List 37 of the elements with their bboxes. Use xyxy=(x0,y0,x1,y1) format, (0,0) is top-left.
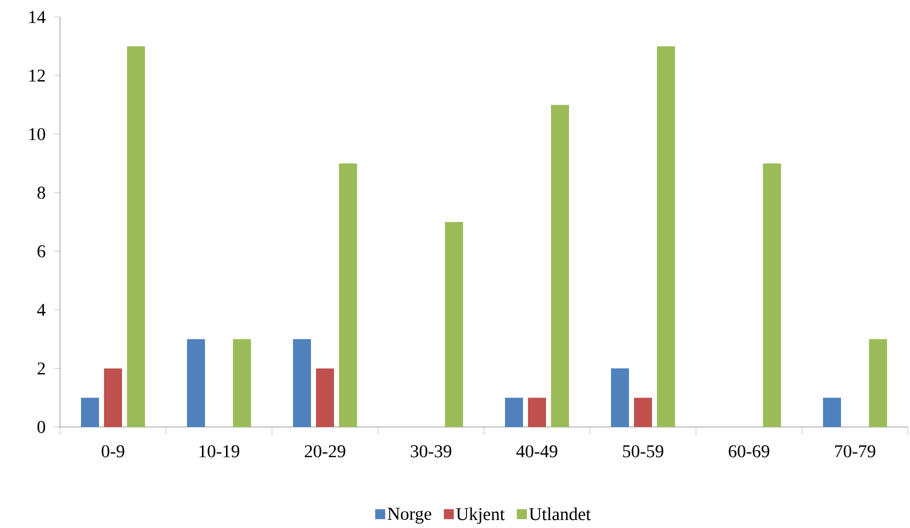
bar xyxy=(233,339,252,427)
bar xyxy=(634,398,652,427)
x-tick-label: 0-9 xyxy=(102,445,124,458)
bar xyxy=(528,398,546,427)
x-tick-label: 30-39 xyxy=(410,445,452,458)
y-tick-label: 12 xyxy=(29,70,45,82)
legend-label: Utlandet xyxy=(529,508,591,520)
x-tick-label: 10-19 xyxy=(200,445,240,458)
y-tick-label: 14 xyxy=(29,11,46,23)
bar xyxy=(81,398,99,427)
y-tick-label: 4 xyxy=(37,304,46,316)
x-tick-label: 50-59 xyxy=(623,445,664,458)
legend-label: Norge xyxy=(388,508,432,524)
bar xyxy=(551,104,570,427)
x-tick-label: 60-69 xyxy=(728,445,770,458)
y-tick-label: 0 xyxy=(37,420,46,434)
bar xyxy=(869,339,888,427)
bar xyxy=(127,46,146,427)
bar xyxy=(505,398,524,427)
bar xyxy=(187,339,205,427)
x-tick-label: 70-79 xyxy=(835,445,876,458)
bar xyxy=(316,368,334,427)
legend-label: Ukjent xyxy=(456,508,505,524)
y-tick-label: 10 xyxy=(29,128,46,140)
y-tick-label: 2 xyxy=(38,362,45,374)
y-tick-label: 8 xyxy=(37,186,46,199)
x-tick-label: 40-49 xyxy=(516,445,558,458)
bar xyxy=(293,339,312,427)
x-tick-label: 20-29 xyxy=(304,445,346,458)
bar xyxy=(445,222,464,427)
y-tick-label: 6 xyxy=(38,245,46,258)
bar xyxy=(763,163,782,427)
bar xyxy=(823,398,842,427)
bar xyxy=(339,163,357,427)
bar xyxy=(611,368,630,427)
bar xyxy=(104,368,122,427)
bar xyxy=(657,46,676,427)
